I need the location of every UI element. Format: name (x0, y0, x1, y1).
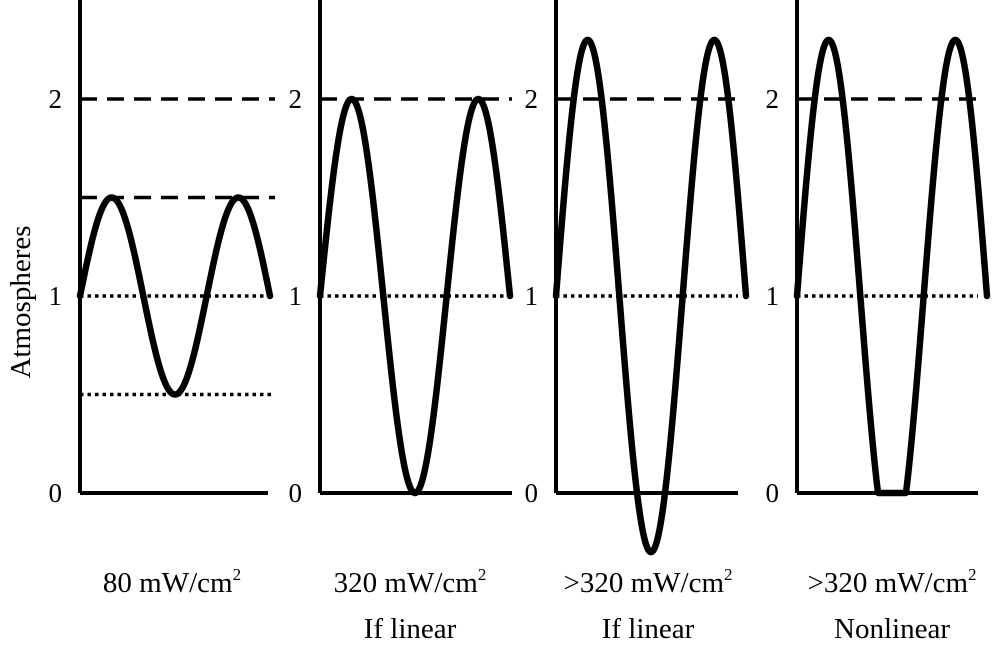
panel-caption: >320 mW/cm2 (563, 565, 732, 599)
panel-caption-line2: Nonlinear (834, 613, 950, 645)
pressure-waveform (552, 36, 750, 556)
y-tick-label: 0 (525, 478, 539, 508)
y-tick-label: 0 (289, 478, 303, 508)
y-tick-label: 2 (525, 84, 539, 114)
y-axis-label: Atmospheres (5, 225, 37, 378)
chart-panel-2: 0 1 2 320 mW/cm2 If linear (289, 0, 514, 645)
panel-caption-line2: If linear (602, 613, 695, 645)
chart-panel-4: 0 1 2 >320 mW/cm2 Nonlinear (766, 0, 991, 645)
pressure-waveform (316, 95, 514, 497)
pressure-waveform (793, 36, 991, 497)
y-tick-label: 2 (289, 84, 303, 114)
y-tick-label: 2 (766, 84, 780, 114)
y-tick-label: 2 (49, 84, 63, 114)
panel-caption: >320 mW/cm2 (807, 565, 976, 599)
panel-caption: 320 mW/cm2 (334, 565, 487, 599)
y-tick-label: 1 (49, 281, 63, 311)
y-tick-label: 1 (289, 281, 303, 311)
panels-layer: 0 1 2 80 mW/cm2 0 1 2 320 mW/cm2 If linear 0 1 2 >32… (49, 0, 991, 645)
chart-panel-3: 0 1 2 >320 mW/cm2 If linear (525, 0, 750, 645)
y-tick-label: 0 (766, 478, 780, 508)
panel-caption: 80 mW/cm2 (103, 565, 241, 599)
chart-panel-1: 0 1 2 80 mW/cm2 (49, 0, 275, 599)
pressure-waveform (76, 194, 274, 398)
y-tick-label: 0 (49, 478, 63, 508)
panel-caption-line2: If linear (364, 613, 457, 645)
y-tick-label: 1 (766, 281, 780, 311)
y-tick-label: 1 (525, 281, 539, 311)
